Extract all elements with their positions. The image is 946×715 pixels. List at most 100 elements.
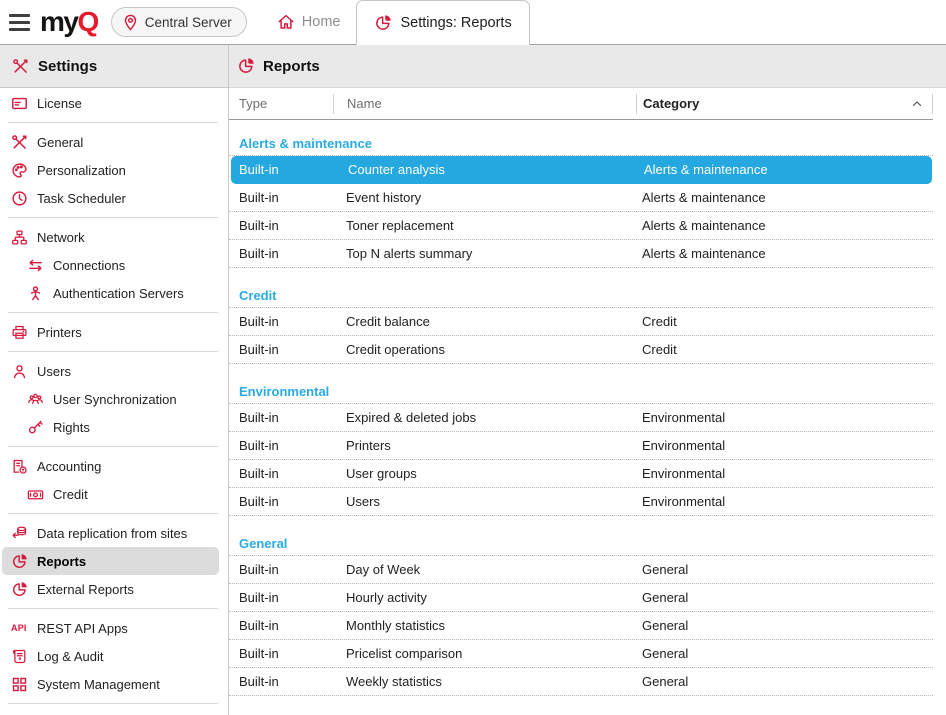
sidebar-item-label: Task Scheduler bbox=[37, 190, 126, 206]
sidebar-item-label: General bbox=[37, 134, 84, 150]
logo-text-q: Q bbox=[77, 6, 99, 37]
sidebar-item-accounting[interactable]: Accounting bbox=[0, 452, 228, 480]
palette-icon bbox=[11, 162, 28, 179]
report-category: Credit bbox=[642, 314, 677, 329]
sidebar-divider bbox=[8, 513, 218, 514]
report-type: Built-in bbox=[239, 410, 279, 425]
sidebar-title: Settings bbox=[38, 57, 98, 75]
report-name: Printers bbox=[346, 438, 391, 453]
user-icon bbox=[11, 363, 28, 380]
column-header-type[interactable]: Type bbox=[239, 96, 268, 111]
report-row-day-of-week[interactable]: Built-in Day of Week General bbox=[229, 556, 933, 584]
sidebar-item-external-reports[interactable]: External Reports bbox=[0, 575, 228, 603]
grid-icon bbox=[11, 676, 28, 693]
sidebar-item-network[interactable]: Network bbox=[0, 223, 228, 251]
report-row-toner-replacement[interactable]: Built-in Toner replacement Alerts & mainte… bbox=[229, 212, 933, 240]
report-row-users[interactable]: Built-in Users Environmental bbox=[229, 488, 933, 516]
column-header-category[interactable]: Category bbox=[636, 93, 933, 114]
report-row-printers[interactable]: Built-in Printers Environmental bbox=[229, 432, 933, 460]
table-header: Type Name Category bbox=[229, 88, 933, 120]
clock-icon bbox=[11, 190, 28, 207]
report-row-event-history[interactable]: Built-in Event history Alerts & maintenanc… bbox=[229, 184, 933, 212]
sidebar-item-label: Authentication Servers bbox=[53, 285, 184, 301]
sidebar-item-personalization[interactable]: Personalization bbox=[0, 156, 228, 184]
report-type: Built-in bbox=[239, 618, 279, 633]
report-row-user-groups[interactable]: Built-in User groups Environmental bbox=[229, 460, 933, 488]
report-category: General bbox=[642, 646, 689, 661]
report-row-credit-balance[interactable]: Built-in Credit balance Credit bbox=[229, 308, 933, 336]
topbar: myQ Central Server Home Settings: Report… bbox=[0, 0, 946, 45]
sidebar-item-users[interactable]: Users bbox=[0, 357, 228, 385]
sidebar-item-system-management[interactable]: System Management bbox=[0, 670, 228, 698]
tab-settings-reports[interactable]: Settings: Reports bbox=[356, 0, 530, 45]
sidebar-item-printers[interactable]: Printers bbox=[0, 318, 228, 346]
report-category: General bbox=[642, 674, 689, 689]
report-type: Built-in bbox=[239, 162, 279, 177]
sidebar-divider bbox=[8, 122, 218, 123]
report-type: Built-in bbox=[239, 438, 279, 453]
sidebar-item-connections[interactable]: Connections bbox=[0, 251, 228, 279]
report-name: Top N alerts summary bbox=[346, 246, 473, 261]
report-name: Monthly statistics bbox=[346, 618, 445, 633]
report-category: General bbox=[642, 618, 689, 633]
sidebar-item-user-synchronization[interactable]: User Synchronization bbox=[0, 385, 228, 413]
home-icon bbox=[277, 13, 295, 31]
replication-icon bbox=[11, 525, 28, 542]
sidebar-item-license[interactable]: License bbox=[0, 89, 228, 117]
sidebar-item-label: Log & Audit bbox=[37, 648, 104, 664]
report-name: Weekly statistics bbox=[346, 674, 442, 689]
category-group-alerts-maintenance: Alerts & maintenance Built-in Counter anal… bbox=[229, 120, 933, 268]
report-row-pricelist-comparison[interactable]: Built-in Pricelist comparison General bbox=[229, 640, 933, 668]
report-row-credit-operations[interactable]: Built-in Credit operations Credit bbox=[229, 336, 933, 364]
sidebar-item-authentication-servers[interactable]: Authentication Servers bbox=[0, 279, 228, 307]
sidebar-item-task-scheduler[interactable]: Task Scheduler bbox=[0, 184, 228, 212]
sidebar-item-rest-api-apps[interactable]: API REST API Apps bbox=[0, 614, 228, 642]
report-row-top-n-alerts-summary[interactable]: Built-in Top N alerts summary Alerts & mai… bbox=[229, 240, 933, 268]
key-icon bbox=[27, 419, 44, 436]
report-row-weekly-statistics[interactable]: Built-in Weekly statistics General bbox=[229, 668, 933, 696]
main-panel: Reports Type Name Category Alerts & main… bbox=[229, 45, 946, 715]
report-type: Built-in bbox=[239, 646, 279, 661]
location-pin-icon bbox=[122, 14, 139, 31]
column-header-name[interactable]: Name bbox=[333, 93, 636, 114]
sidebar-divider bbox=[8, 703, 218, 704]
reports-table: Alerts & maintenance Built-in Counter anal… bbox=[229, 120, 933, 715]
report-type: Built-in bbox=[239, 246, 279, 261]
sidebar-nav: License General Personalization Task Schedu… bbox=[0, 88, 228, 704]
report-row-counter-analysis[interactable]: Built-in Counter analysis Alerts & mainten… bbox=[231, 156, 932, 184]
report-type: Built-in bbox=[239, 590, 279, 605]
myq-logo[interactable]: myQ bbox=[40, 6, 99, 37]
report-row-expired-deleted-jobs[interactable]: Built-in Expired & deleted jobs Environmen… bbox=[229, 404, 933, 432]
sidebar-divider bbox=[8, 446, 218, 447]
server-selector-button[interactable]: Central Server bbox=[110, 7, 247, 37]
report-name: User groups bbox=[346, 466, 417, 481]
logo-text-my: my bbox=[40, 6, 79, 37]
report-row-hourly-activity[interactable]: Built-in Hourly activity General bbox=[229, 584, 933, 612]
sidebar-item-reports[interactable]: Reports bbox=[2, 547, 219, 575]
menu-hamburger-icon[interactable] bbox=[9, 13, 30, 31]
report-name: Counter analysis bbox=[348, 162, 445, 177]
report-category: Alerts & maintenance bbox=[642, 190, 766, 205]
accounting-icon bbox=[11, 458, 28, 475]
sidebar-item-label: Personalization bbox=[37, 162, 126, 178]
category-group-header: Environmental bbox=[229, 382, 933, 404]
sidebar-item-data-replication-from-sites[interactable]: Data replication from sites bbox=[0, 519, 228, 547]
report-row-monthly-statistics[interactable]: Built-in Monthly statistics General bbox=[229, 612, 933, 640]
report-type: Built-in bbox=[239, 314, 279, 329]
report-type: Built-in bbox=[239, 190, 279, 205]
sidebar-divider bbox=[8, 351, 218, 352]
report-name: Event history bbox=[346, 190, 422, 205]
sidebar-item-rights[interactable]: Rights bbox=[0, 413, 228, 441]
sidebar-item-credit[interactable]: Credit bbox=[0, 480, 228, 508]
pie-icon bbox=[11, 581, 28, 598]
report-name: Expired & deleted jobs bbox=[346, 410, 477, 425]
report-name: Credit operations bbox=[346, 342, 445, 357]
settings-sidebar: Settings License General Personalization Ta… bbox=[0, 45, 229, 715]
sidebar-item-log-audit[interactable]: Log & Audit bbox=[0, 642, 228, 670]
page-title: Reports bbox=[263, 57, 320, 75]
sidebar-item-label: External Reports bbox=[37, 581, 134, 597]
sidebar-item-general[interactable]: General bbox=[0, 128, 228, 156]
page-title-bar: Reports bbox=[229, 45, 946, 88]
tab-home[interactable]: Home bbox=[271, 13, 347, 31]
report-category: General bbox=[642, 562, 689, 577]
